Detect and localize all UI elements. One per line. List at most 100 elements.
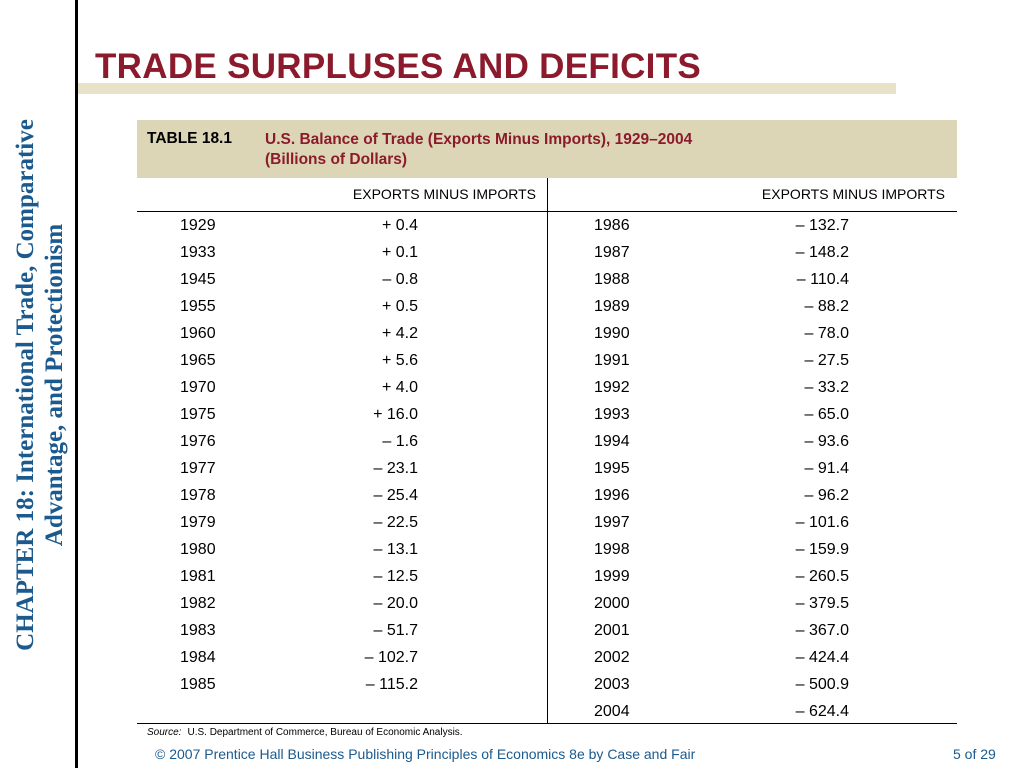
year-cell-left: 1979 (180, 514, 216, 531)
year-cell-right: 2001 (594, 622, 630, 639)
table-body: 1929 + 0.4 1986 – 132.7 1933 + 0.1 1987 – 148.2… (137, 213, 957, 726)
table-caption-line2: (Billions of Dollars) (265, 151, 408, 168)
value-cell-right: – 93.6 (804, 433, 849, 450)
footer-copyright: © 2007 Prentice Hall Business Publishing… (155, 746, 696, 762)
value-cell-right: – 624.4 (795, 703, 849, 720)
column-header-right: EXPORTS MINUS IMPORTS (761, 186, 945, 202)
year-cell-right: 1992 (594, 379, 630, 396)
year-cell-left: 1980 (180, 541, 216, 558)
year-cell-left: 1982 (180, 595, 216, 612)
table-row: 1970 + 4.0 1992 – 33.2 (137, 375, 957, 402)
table-caption-line1: U.S. Balance of Trade (Exports Minus Imp… (265, 131, 693, 148)
year-cell-left: 1981 (180, 568, 216, 585)
value-cell-left: – 12.5 (373, 568, 418, 585)
table-row: 1981 – 12.5 1999 – 260.5 (137, 564, 957, 591)
year-cell-left: 1929 (180, 217, 216, 234)
year-cell-right: 1999 (594, 568, 630, 585)
year-cell-right: 1988 (594, 271, 630, 288)
value-cell-right: – 65.0 (804, 406, 849, 423)
year-cell-right: 1998 (594, 541, 630, 558)
table-row: 2004 – 624.4 (137, 699, 957, 726)
value-cell-right: – 132.7 (795, 217, 849, 234)
year-cell-left: 1977 (180, 460, 216, 477)
value-cell-right: – 33.2 (804, 379, 849, 396)
value-cell-left: – 23.1 (373, 460, 418, 477)
table-row: 1984 – 102.7 2002 – 424.4 (137, 645, 957, 672)
value-cell-right: – 88.2 (804, 298, 849, 315)
value-cell-right: – 148.2 (795, 244, 849, 261)
table-number: TABLE 18.1 (147, 130, 232, 147)
table-source-note: Source: U.S. Department of Commerce, Bure… (147, 727, 463, 738)
page-number: 5 of 29 (953, 746, 996, 762)
source-label: Source: (147, 727, 182, 738)
year-cell-right: 1986 (594, 217, 630, 234)
year-cell-left: 1976 (180, 433, 216, 450)
value-cell-left: + 0.5 (381, 298, 418, 315)
value-cell-right: – 379.5 (795, 595, 849, 612)
table-row: 1979 – 22.5 1997 – 101.6 (137, 510, 957, 537)
value-cell-left: – 22.5 (373, 514, 418, 531)
year-cell-right: 1997 (594, 514, 630, 531)
table-row: 1929 + 0.4 1986 – 132.7 (137, 213, 957, 240)
value-cell-right: – 260.5 (795, 568, 849, 585)
table-row: 1983 – 51.7 2001 – 367.0 (137, 618, 957, 645)
source-text: U.S. Department of Commerce, Bureau of E… (187, 727, 463, 738)
value-cell-right: – 424.4 (795, 649, 849, 666)
value-cell-left: + 0.4 (381, 217, 418, 234)
value-cell-left: – 115.2 (365, 676, 418, 693)
value-cell-left: + 4.2 (381, 325, 418, 342)
table-header: TABLE 18.1 U.S. Balance of Trade (Export… (137, 120, 957, 178)
table-row: 1975 + 16.0 1993 – 65.0 (137, 402, 957, 429)
slide-title: TRADE SURPLUSES AND DEFICITS (95, 47, 702, 86)
table-row: 1976 – 1.6 1994 – 93.6 (137, 429, 957, 456)
value-cell-left: – 13.1 (373, 541, 418, 558)
table-row: 1933 + 0.1 1987 – 148.2 (137, 240, 957, 267)
year-cell-right: 2003 (594, 676, 630, 693)
table-bottom-rule (137, 723, 957, 724)
title-underline-bar (78, 83, 896, 94)
chapter-title: CHAPTER 18: International Trade, Compara… (11, 119, 69, 651)
table-row: 1945 – 0.8 1988 – 110.4 (137, 267, 957, 294)
sidebar-divider (75, 0, 78, 768)
year-cell-left: 1970 (180, 379, 216, 396)
chapter-title-line2: Advantage, and Protectionism (41, 223, 69, 547)
table-row: 1978 – 25.4 1996 – 96.2 (137, 483, 957, 510)
table-caption: U.S. Balance of Trade (Exports Minus Imp… (265, 130, 945, 170)
table-row: 1960 + 4.2 1990 – 78.0 (137, 321, 957, 348)
chapter-title-line1: CHAPTER 18: International Trade, Compara… (12, 119, 40, 651)
value-cell-right: – 96.2 (804, 487, 849, 504)
year-cell-right: 1995 (594, 460, 630, 477)
year-cell-right: 1989 (594, 298, 630, 315)
year-cell-right: 1991 (594, 352, 630, 369)
year-cell-right: 2004 (594, 703, 630, 720)
value-cell-right: – 27.5 (804, 352, 849, 369)
value-cell-right: – 91.4 (804, 460, 849, 477)
table-row: 1965 + 5.6 1991 – 27.5 (137, 348, 957, 375)
year-cell-left: 1965 (180, 352, 216, 369)
column-headers: EXPORTS MINUS IMPORTS EXPORTS MINUS IMPO… (137, 178, 957, 211)
value-cell-right: – 159.9 (795, 541, 849, 558)
column-header-left: EXPORTS MINUS IMPORTS (352, 186, 536, 202)
year-cell-left: 1960 (180, 325, 216, 342)
year-cell-left: 1945 (180, 271, 216, 288)
value-cell-left: – 20.0 (373, 595, 418, 612)
table-row: 1980 – 13.1 1998 – 159.9 (137, 537, 957, 564)
column-divider (547, 178, 548, 723)
value-cell-left: + 5.6 (381, 352, 418, 369)
year-cell-right: 1994 (594, 433, 630, 450)
value-cell-left: – 0.8 (382, 271, 418, 288)
value-cell-right: – 78.0 (804, 325, 849, 342)
value-cell-left: – 102.7 (364, 649, 418, 666)
year-cell-right: 2000 (594, 595, 630, 612)
value-cell-left: – 51.7 (373, 622, 418, 639)
year-cell-right: 1990 (594, 325, 630, 342)
year-cell-left: 1955 (180, 298, 216, 315)
year-cell-right: 1996 (594, 487, 630, 504)
value-cell-left: – 1.6 (382, 433, 418, 450)
year-cell-left: 1978 (180, 487, 216, 504)
value-cell-right: – 500.9 (795, 676, 849, 693)
value-cell-left: – 25.4 (373, 487, 418, 504)
table-row: 1955 + 0.5 1989 – 88.2 (137, 294, 957, 321)
year-cell-right: 1987 (594, 244, 630, 261)
year-cell-right: 2002 (594, 649, 630, 666)
